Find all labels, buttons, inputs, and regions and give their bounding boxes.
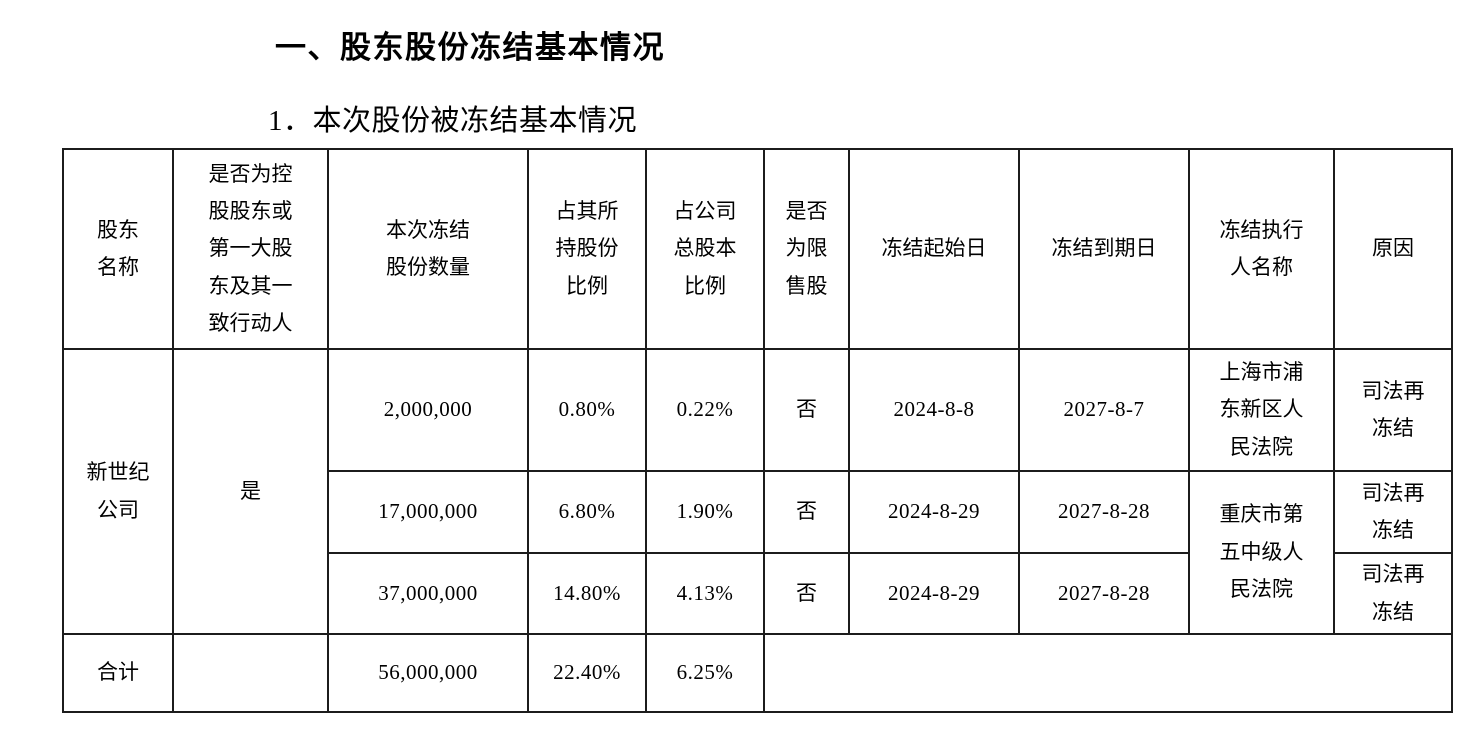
cell-executor: 重庆市第 五中级人 民法院	[1188, 470, 1335, 635]
cell-is-restricted: 否	[763, 470, 850, 554]
table-total-row: 合计 56,000,000 22.40% 6.25%	[62, 633, 1453, 713]
cell-pct-of-held: 14.80%	[527, 552, 647, 635]
cell-freeze-start: 2024-8-29	[848, 470, 1020, 554]
cell-total-label: 合计	[62, 633, 174, 713]
col-header-frozen-shares: 本次冻结 股份数量	[327, 148, 529, 350]
col-header-restricted-shares: 是否 为限 售股	[763, 148, 850, 350]
cell-executor: 上海市浦 东新区人 民法院	[1188, 348, 1335, 472]
cell-pct-of-held: 0.80%	[527, 348, 647, 472]
cell-freeze-start: 2024-8-29	[848, 552, 1020, 635]
cell-total-merged-empty	[763, 633, 1453, 713]
cell-total-pct-of-total: 6.25%	[645, 633, 765, 713]
cell-shareholder-name: 新世纪 公司	[62, 348, 174, 635]
cell-freeze-end: 2027-8-28	[1018, 470, 1190, 554]
col-header-executor-name: 冻结执行 人名称	[1188, 148, 1335, 350]
col-header-pct-of-held-shares: 占其所 持股份 比例	[527, 148, 647, 350]
table-header-row: 股东 名称 是否为控 股股东或 第一大股 东及其一 致行动人 本次冻结 股份数量…	[62, 148, 1453, 350]
sub-section-title: 1．本次股份被冻结基本情况	[268, 105, 638, 137]
table-row-1: 新世纪 公司 是 2,000,000 0.80% 0.22% 否 2024-8-…	[62, 348, 1453, 635]
cell-pct-of-total: 0.22%	[645, 348, 765, 472]
col-header-reason: 原因	[1333, 148, 1453, 350]
cell-is-restricted: 否	[763, 552, 850, 635]
cell-frozen-shares: 2,000,000	[327, 348, 529, 472]
section-title: 一、股东股份冻结基本情况	[275, 30, 665, 65]
col-header-pct-of-total-capital: 占公司 总股本 比例	[645, 148, 765, 350]
share-freeze-table: 股东 名称 是否为控 股股东或 第一大股 东及其一 致行动人 本次冻结 股份数量…	[62, 148, 1453, 713]
cell-pct-of-total: 1.90%	[645, 470, 765, 554]
col-header-shareholder-name: 股东 名称	[62, 148, 174, 350]
cell-reason: 司法再 冻结	[1333, 552, 1453, 635]
cell-is-restricted: 否	[763, 348, 850, 472]
cell-frozen-shares: 17,000,000	[327, 470, 529, 554]
col-header-controlling-shareholder: 是否为控 股股东或 第一大股 东及其一 致行动人	[172, 148, 329, 350]
col-header-freeze-end-date: 冻结到期日	[1018, 148, 1190, 350]
table-row-2: 17,000,000 6.80% 1.90% 否 2024-8-29 2027-…	[63, 470, 1453, 635]
cell-freeze-start: 2024-8-8	[848, 348, 1020, 472]
cell-is-controlling: 是	[172, 348, 329, 635]
cell-frozen-shares: 37,000,000	[327, 552, 529, 635]
cell-pct-of-total: 4.13%	[645, 552, 765, 635]
cell-reason: 司法再 冻结	[1333, 470, 1453, 554]
cell-reason: 司法再 冻结	[1333, 348, 1453, 472]
cell-total-empty	[172, 633, 329, 713]
cell-pct-of-held: 6.80%	[527, 470, 647, 554]
cell-freeze-end: 2027-8-7	[1018, 348, 1190, 472]
cell-total-frozen-shares: 56,000,000	[327, 633, 529, 713]
cell-total-pct-of-held: 22.40%	[527, 633, 647, 713]
table-row-3: 37,000,000 14.80% 4.13% 否 2024-8-29 2027…	[63, 552, 1453, 635]
cell-freeze-end: 2027-8-28	[1018, 552, 1190, 635]
col-header-freeze-start-date: 冻结起始日	[848, 148, 1020, 350]
